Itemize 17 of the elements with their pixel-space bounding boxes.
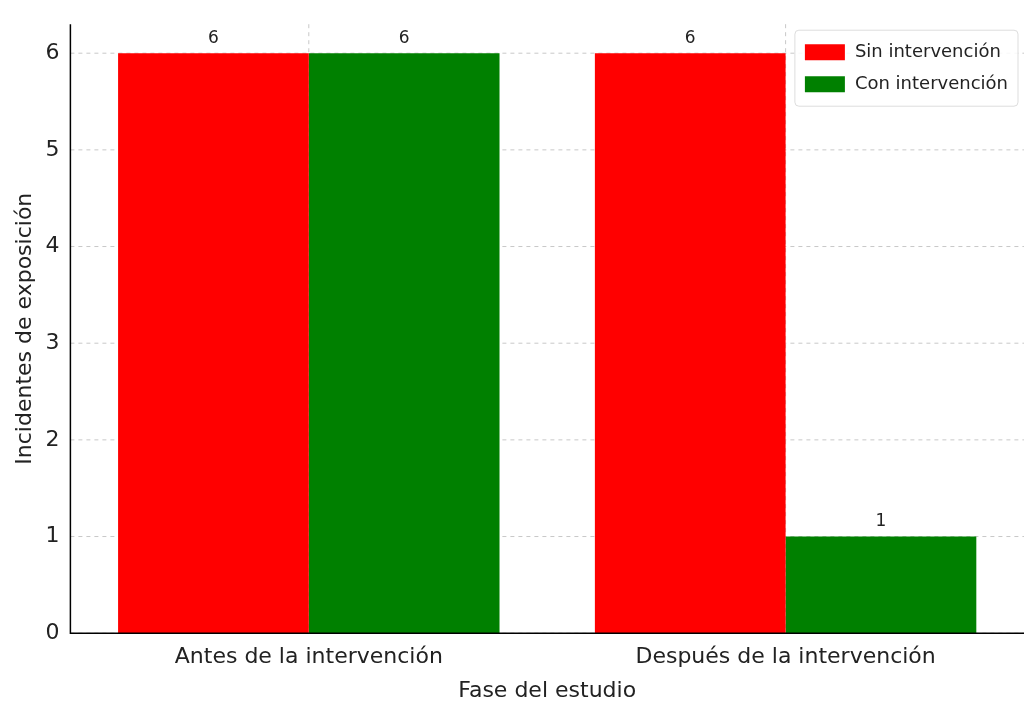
data-label: 6 xyxy=(684,27,696,48)
y-tick-label: 2 xyxy=(45,425,60,451)
y-tick-label: 5 xyxy=(45,135,60,161)
legend-label: Con intervención xyxy=(854,71,1008,93)
data-label: 6 xyxy=(398,27,410,48)
y-tick-label: 3 xyxy=(45,328,60,354)
x-axis-title: Fase del estudio xyxy=(458,676,637,702)
y-tick-label: 0 xyxy=(45,618,60,644)
data-label: 6 xyxy=(208,27,219,48)
y-tick-label: 1 xyxy=(45,522,60,548)
data-label: 1 xyxy=(875,510,887,531)
y-axis-title: Incidentes de exposición xyxy=(10,192,36,465)
y-tick-label: 6 xyxy=(45,38,60,64)
y-tick-label: 4 xyxy=(45,232,60,258)
legend-label: Sin intervención xyxy=(854,39,1001,61)
x-tick-label: Antes de la intervención xyxy=(174,643,443,669)
x-tick-label: Después de la intervención xyxy=(635,643,936,669)
